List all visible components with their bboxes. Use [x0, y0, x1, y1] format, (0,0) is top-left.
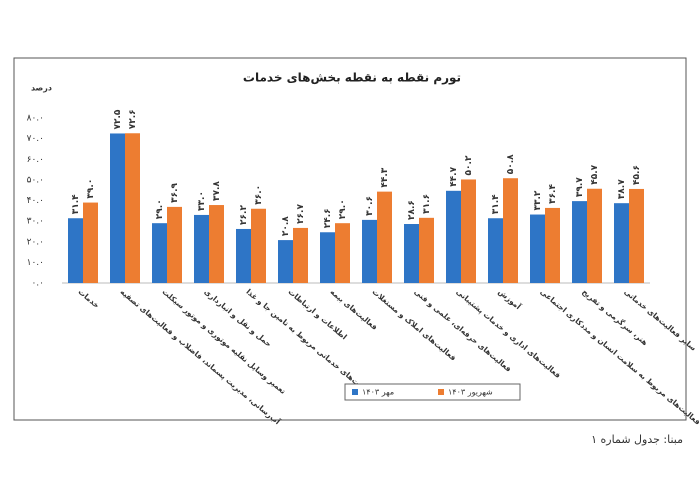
bar [362, 219, 377, 283]
bar [83, 202, 98, 283]
legend-box [344, 383, 521, 401]
value-label: ۲۸.۶ [407, 200, 417, 220]
bar [68, 218, 83, 283]
value-label: ۳۸.۷ [617, 179, 627, 199]
bar [587, 188, 602, 283]
bar [209, 205, 224, 283]
value-label: ۲۹.۰ [338, 199, 348, 219]
bar [488, 218, 503, 283]
bar [530, 214, 545, 283]
value-label: ۴۴.۷ [449, 166, 459, 186]
bar [545, 207, 560, 283]
value-label: ۲۴.۶ [323, 208, 333, 228]
y-tick-label: ۰.۰ [31, 279, 44, 289]
bar [446, 190, 461, 283]
value-label: ۳۳.۰ [197, 191, 207, 211]
bar [320, 232, 335, 283]
bar [251, 208, 266, 283]
value-label: ۳۱.۴ [71, 194, 81, 214]
bar [419, 217, 434, 283]
y-tick-label: ۸۰.۰ [27, 114, 44, 124]
bar [194, 214, 209, 283]
y-tick-label: ۱۰.۰ [27, 258, 44, 268]
bar [236, 228, 251, 283]
value-label: ۲۰.۸ [281, 216, 291, 236]
bar [125, 133, 140, 283]
value-label: ۵۰.۸ [506, 154, 516, 174]
y-tick-label: ۲۰.۰ [27, 237, 44, 247]
value-label: ۵۰.۲ [464, 155, 474, 175]
bar [335, 223, 350, 283]
y-tick-label: ۳۰.۰ [27, 217, 44, 227]
value-label: ۲۶.۷ [296, 204, 306, 224]
value-label: ۳۱.۶ [422, 194, 432, 214]
value-label: ۳۹.۷ [575, 177, 585, 197]
legend-label: مهر ۱۴۰۳ [362, 388, 394, 397]
y-tick-label: ۴۰.۰ [27, 196, 44, 206]
bar [404, 224, 419, 283]
legend-swatch [438, 389, 444, 395]
value-label: ۳۰.۶ [365, 196, 375, 216]
value-label: ۲۶.۲ [239, 205, 249, 225]
bar [377, 191, 392, 283]
value-label: ۳۷.۸ [212, 181, 222, 201]
value-label: ۴۵.۷ [590, 164, 600, 184]
legend-swatch [352, 389, 358, 395]
bar [572, 201, 587, 283]
value-label: ۳۹.۰ [86, 179, 96, 199]
source-note: مبنا: جدول شماره ۱ [591, 433, 683, 446]
bar [503, 178, 518, 283]
chart-title: تورم نقطه به نقطه بخش‌های خدمات [243, 71, 461, 86]
legend-label: شهریور ۱۴۰۳ [448, 388, 493, 397]
y-tick-label: ۶۰.۰ [27, 155, 44, 165]
bar [152, 223, 167, 283]
value-label: ۷۲.۵ [113, 109, 123, 129]
value-label: ۲۹.۰ [155, 199, 165, 219]
value-label: ۳۳.۲ [533, 190, 543, 210]
bar [293, 227, 308, 283]
bar [167, 206, 182, 283]
bar [461, 179, 476, 283]
bar [278, 240, 293, 283]
value-label: ۳۱.۴ [491, 194, 501, 214]
y-tick-label: ۷۰.۰ [27, 134, 44, 144]
value-label: ۳۶.۰ [254, 185, 264, 205]
y-axis-label: درصد [31, 84, 52, 93]
value-label: ۳۶.۴ [548, 184, 558, 204]
y-tick-label: ۵۰.۰ [27, 175, 44, 185]
bar [110, 133, 125, 283]
value-label: ۳۶.۹ [170, 182, 180, 202]
bar [614, 203, 629, 283]
value-label: ۴۵.۶ [632, 165, 642, 185]
bar [629, 188, 644, 283]
value-label: ۴۴.۳ [380, 167, 390, 187]
value-label: ۷۲.۶ [128, 109, 138, 129]
